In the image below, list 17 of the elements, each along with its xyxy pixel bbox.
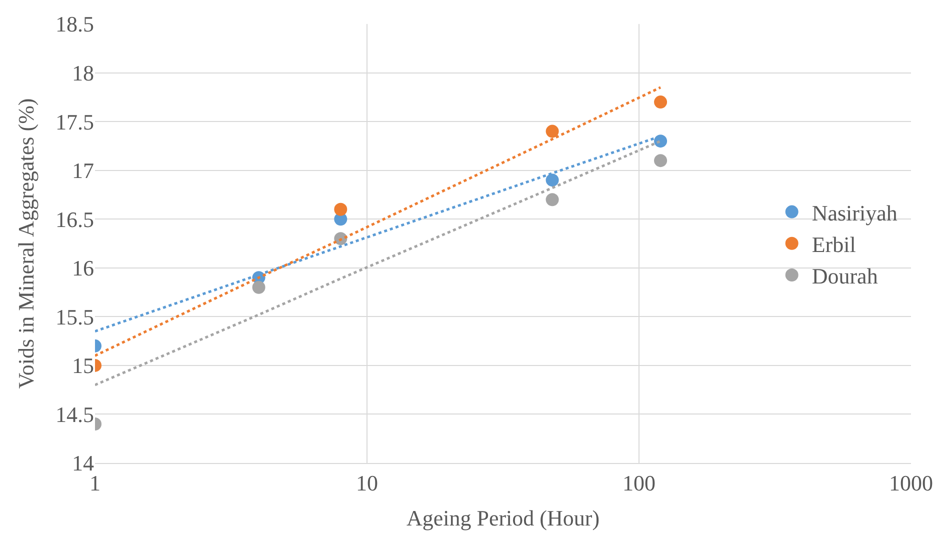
y-tick-label: 15.5 xyxy=(56,304,94,330)
y-tick-label: 15 xyxy=(72,353,94,378)
y-axis-title: Voids in Mineral Aggregates (%) xyxy=(13,98,38,389)
x-tick-label: 1000 xyxy=(889,470,933,496)
y-tick-label: 18 xyxy=(72,60,94,86)
y-tick-label: 18.5 xyxy=(56,12,94,37)
x-tick-label: 100 xyxy=(622,470,656,496)
x-axis-title: Ageing Period (Hour) xyxy=(406,505,600,530)
y-tick-label: 16 xyxy=(72,256,94,281)
y-tick-label: 14.5 xyxy=(56,402,94,427)
x-tick-label: 10 xyxy=(356,470,378,496)
legend-label: Dourah xyxy=(812,264,878,289)
y-tick-label: 17 xyxy=(72,158,94,184)
legend-label: Erbil xyxy=(812,232,856,257)
legend-label: Nasiriyah xyxy=(812,200,898,226)
y-tick-label: 16.5 xyxy=(56,206,94,232)
y-tick-label: 17.5 xyxy=(56,109,94,134)
